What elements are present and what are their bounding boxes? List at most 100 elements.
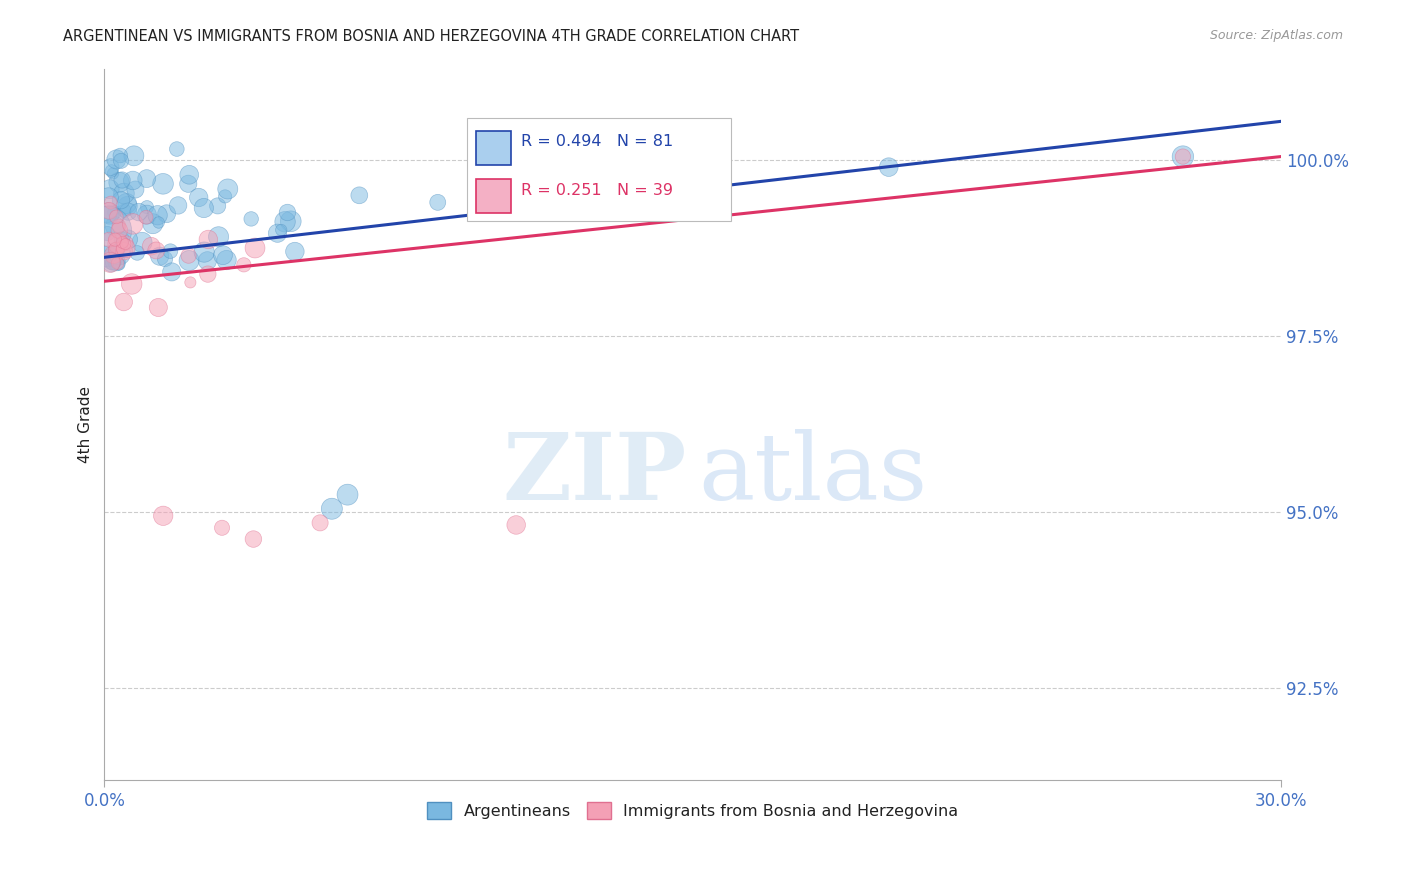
Point bbox=[101, 252, 124, 266]
Point bbox=[122, 149, 145, 163]
Text: ARGENTINEAN VS IMMIGRANTS FROM BOSNIA AND HERZEGOVINA 4TH GRADE CORRELATION CHAR: ARGENTINEAN VS IMMIGRANTS FROM BOSNIA AN… bbox=[63, 29, 800, 44]
Point bbox=[179, 168, 201, 182]
Point bbox=[166, 142, 188, 156]
Point bbox=[121, 173, 143, 187]
Point bbox=[274, 215, 297, 229]
Point bbox=[207, 199, 229, 213]
Point bbox=[179, 276, 201, 290]
Point bbox=[101, 256, 124, 270]
Point bbox=[682, 153, 704, 167]
Point bbox=[117, 199, 139, 213]
Text: atlas: atlas bbox=[699, 429, 928, 519]
Point bbox=[124, 182, 146, 196]
Point bbox=[142, 217, 165, 231]
FancyBboxPatch shape bbox=[477, 179, 512, 213]
Point bbox=[98, 203, 121, 218]
Point bbox=[242, 532, 264, 546]
Point bbox=[98, 233, 121, 247]
Point bbox=[214, 189, 236, 203]
Text: R = 0.251   N = 39: R = 0.251 N = 39 bbox=[520, 183, 673, 198]
Point bbox=[111, 173, 134, 187]
Point bbox=[177, 177, 200, 191]
Point bbox=[104, 255, 127, 269]
Point bbox=[96, 223, 118, 237]
Y-axis label: 4th Grade: 4th Grade bbox=[79, 385, 93, 463]
Point bbox=[135, 171, 157, 186]
Point bbox=[100, 164, 122, 178]
Point bbox=[146, 185, 169, 199]
Point bbox=[160, 265, 183, 279]
Point bbox=[108, 176, 131, 190]
Point bbox=[131, 235, 153, 250]
FancyBboxPatch shape bbox=[477, 130, 512, 165]
Point bbox=[112, 295, 135, 310]
Point bbox=[877, 160, 900, 174]
Point bbox=[266, 226, 288, 240]
Point bbox=[153, 252, 176, 266]
Point bbox=[108, 257, 131, 271]
Point bbox=[97, 190, 120, 204]
Point bbox=[117, 204, 139, 219]
Point bbox=[217, 182, 239, 196]
Point bbox=[135, 211, 157, 225]
Point bbox=[141, 239, 163, 253]
Point bbox=[96, 227, 118, 241]
Point bbox=[193, 201, 215, 215]
Text: R = 0.494   N = 81: R = 0.494 N = 81 bbox=[520, 134, 673, 148]
Point bbox=[108, 223, 131, 237]
Point bbox=[117, 232, 139, 246]
Point bbox=[100, 195, 122, 210]
Point bbox=[197, 267, 219, 281]
Point bbox=[309, 516, 332, 530]
Point bbox=[136, 200, 159, 214]
Point bbox=[100, 160, 122, 174]
Point bbox=[207, 229, 229, 244]
Point bbox=[167, 198, 190, 212]
Point bbox=[243, 241, 266, 255]
FancyBboxPatch shape bbox=[467, 119, 731, 221]
Point bbox=[1171, 150, 1194, 164]
Point bbox=[240, 211, 263, 226]
Point bbox=[105, 243, 128, 257]
Point bbox=[135, 208, 157, 222]
Point bbox=[336, 488, 359, 502]
Point bbox=[98, 255, 121, 269]
Point bbox=[115, 196, 138, 211]
Point bbox=[127, 246, 149, 260]
Point bbox=[107, 236, 129, 251]
Point bbox=[105, 243, 128, 257]
Point bbox=[114, 236, 136, 251]
Point bbox=[114, 241, 136, 255]
Point bbox=[110, 193, 132, 207]
Point bbox=[149, 249, 172, 263]
Point bbox=[349, 188, 371, 202]
Point bbox=[101, 166, 124, 180]
Text: Source: ZipAtlas.com: Source: ZipAtlas.com bbox=[1209, 29, 1343, 42]
Point bbox=[97, 205, 120, 219]
Point bbox=[197, 253, 219, 268]
Point bbox=[152, 177, 174, 191]
Point bbox=[121, 217, 143, 231]
Point bbox=[97, 249, 120, 263]
Point bbox=[505, 518, 527, 533]
Point bbox=[110, 148, 132, 162]
Point bbox=[187, 190, 209, 204]
Point bbox=[108, 247, 131, 261]
Point bbox=[98, 182, 121, 196]
Point bbox=[212, 248, 235, 262]
Point bbox=[103, 205, 125, 219]
Point bbox=[105, 153, 128, 167]
Point bbox=[276, 205, 298, 219]
Point bbox=[270, 223, 292, 237]
Point bbox=[564, 167, 586, 181]
Point bbox=[177, 249, 200, 263]
Point bbox=[100, 256, 122, 270]
Point bbox=[146, 208, 169, 222]
Point bbox=[108, 219, 131, 233]
Point bbox=[179, 253, 201, 268]
Point bbox=[112, 244, 135, 259]
Point bbox=[426, 195, 449, 210]
Point bbox=[111, 235, 134, 250]
Text: ZIP: ZIP bbox=[502, 429, 686, 519]
Point bbox=[159, 244, 181, 259]
